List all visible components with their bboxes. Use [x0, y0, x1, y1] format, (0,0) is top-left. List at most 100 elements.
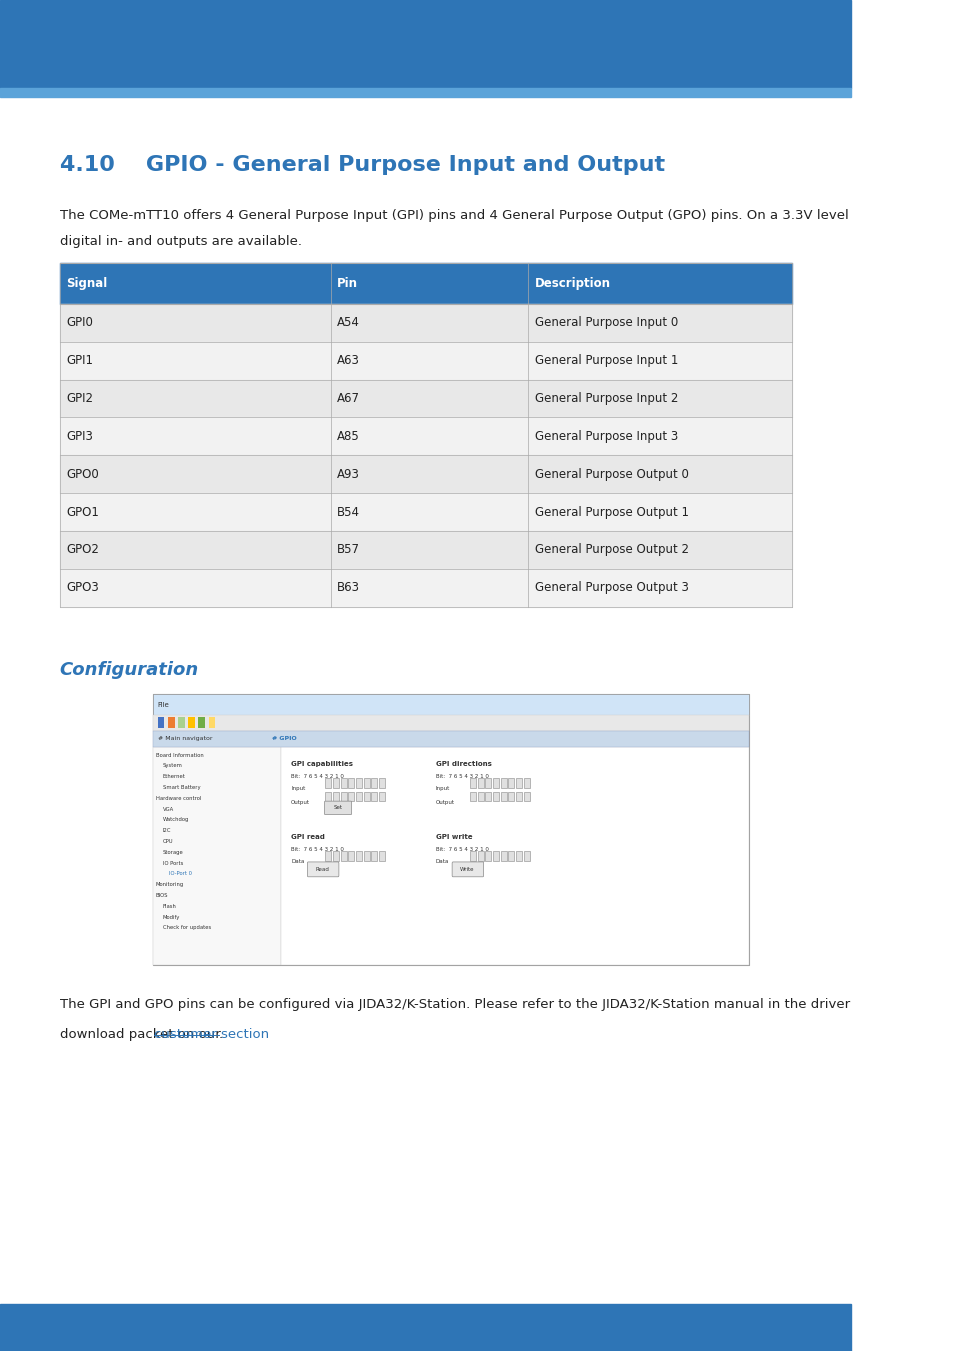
Text: General Purpose Output 3: General Purpose Output 3	[535, 581, 688, 594]
Bar	[516, 851, 521, 861]
Bar	[528, 304, 791, 342]
Text: General Purpose Input 3: General Purpose Input 3	[535, 430, 678, 443]
Bar	[188, 717, 194, 728]
Text: IO-Port 0: IO-Port 0	[170, 871, 193, 877]
Bar	[59, 493, 330, 531]
Bar	[493, 792, 498, 801]
Text: GPI directions: GPI directions	[436, 761, 492, 766]
Bar	[330, 531, 528, 569]
Text: IO Ports: IO Ports	[162, 861, 183, 866]
Text: Write: Write	[459, 867, 475, 871]
Text: Data: Data	[291, 859, 304, 865]
Text: Output: Output	[291, 800, 310, 805]
Text: General Purpose Output 0: General Purpose Output 0	[535, 467, 688, 481]
Text: GPO1: GPO1	[67, 505, 99, 519]
Text: GPI3: GPI3	[67, 430, 93, 443]
Bar	[59, 455, 330, 493]
Text: Flash: Flash	[162, 904, 176, 909]
Text: General Purpose Output 2: General Purpose Output 2	[535, 543, 688, 557]
Bar	[59, 531, 330, 569]
Bar	[0, 1304, 851, 1351]
Bar	[516, 778, 521, 788]
FancyBboxPatch shape	[307, 862, 338, 877]
Text: Monitoring: Monitoring	[155, 882, 184, 888]
Bar	[523, 792, 529, 801]
Text: B57: B57	[337, 543, 360, 557]
Text: GPI write: GPI write	[436, 834, 472, 839]
Bar	[485, 851, 491, 861]
Bar	[528, 493, 791, 531]
Bar	[209, 717, 215, 728]
Bar	[528, 569, 791, 607]
Bar	[0, 88, 851, 97]
Bar	[157, 717, 164, 728]
Text: System: System	[162, 763, 182, 769]
Text: GPI read: GPI read	[291, 834, 325, 839]
Text: The GPI and GPO pins can be configured via JIDA32/K-Station. Please refer to the: The GPI and GPO pins can be configured v…	[59, 998, 849, 1012]
Bar	[528, 417, 791, 455]
Text: digital in- and outputs are available.: digital in- and outputs are available.	[59, 235, 301, 249]
Bar	[378, 851, 384, 861]
Bar	[523, 778, 529, 788]
Bar	[333, 792, 338, 801]
Bar	[330, 455, 528, 493]
Bar	[528, 531, 791, 569]
Text: Set: Set	[334, 805, 342, 811]
Text: Data: Data	[436, 859, 449, 865]
Text: Watchdog: Watchdog	[162, 817, 189, 823]
Bar	[348, 792, 354, 801]
Text: CPU: CPU	[162, 839, 173, 844]
Bar	[528, 380, 791, 417]
Bar	[378, 778, 384, 788]
Text: General Purpose Input 0: General Purpose Input 0	[535, 316, 678, 330]
Bar	[508, 792, 514, 801]
Bar	[59, 263, 330, 304]
Text: Modify: Modify	[162, 915, 180, 920]
Text: Signal: Signal	[67, 277, 108, 290]
Bar	[485, 778, 491, 788]
Bar	[371, 778, 376, 788]
Bar	[59, 342, 330, 380]
Bar	[363, 792, 369, 801]
Text: GPO3: GPO3	[67, 581, 99, 594]
Text: Hardware control: Hardware control	[155, 796, 201, 801]
Text: B63: B63	[337, 581, 360, 594]
Bar	[325, 792, 331, 801]
Bar	[500, 792, 506, 801]
Text: General Purpose Output 1: General Purpose Output 1	[535, 505, 688, 519]
Text: Bit:  7 6 5 4 3 2 1 0: Bit: 7 6 5 4 3 2 1 0	[436, 847, 488, 852]
Bar	[500, 851, 506, 861]
Text: A93: A93	[337, 467, 360, 481]
Text: download packet on our: download packet on our	[59, 1028, 224, 1042]
Bar	[333, 778, 338, 788]
Text: General Purpose Input 2: General Purpose Input 2	[535, 392, 678, 405]
Bar	[378, 792, 384, 801]
Text: 4.10    GPIO - General Purpose Input and Output: 4.10 GPIO - General Purpose Input and Ou…	[59, 155, 664, 176]
Text: 33: 33	[43, 1320, 62, 1335]
Bar	[59, 304, 330, 342]
Text: Check for updates: Check for updates	[162, 925, 211, 931]
Bar	[59, 380, 330, 417]
Bar	[371, 851, 376, 861]
Bar	[470, 792, 476, 801]
Text: Input: Input	[291, 786, 305, 792]
Bar	[470, 778, 476, 788]
Bar	[325, 778, 331, 788]
Bar	[348, 778, 354, 788]
Text: I2C: I2C	[162, 828, 171, 834]
Text: GPO0: GPO0	[67, 467, 99, 481]
Text: The COMe-mTT10 offers 4 General Purpose Input (GPI) pins and 4 General Purpose O: The COMe-mTT10 offers 4 General Purpose …	[59, 209, 847, 223]
Bar	[508, 778, 514, 788]
Bar	[59, 569, 330, 607]
Bar	[330, 569, 528, 607]
Bar	[528, 455, 791, 493]
Text: .: .	[219, 1028, 223, 1042]
Bar	[485, 792, 491, 801]
Text: GPI1: GPI1	[67, 354, 93, 367]
Bar	[330, 380, 528, 417]
Text: Description: Description	[535, 277, 611, 290]
Text: Ethernet: Ethernet	[162, 774, 185, 780]
Bar	[153, 747, 281, 965]
Text: GPI0: GPI0	[67, 316, 93, 330]
Bar	[340, 778, 346, 788]
